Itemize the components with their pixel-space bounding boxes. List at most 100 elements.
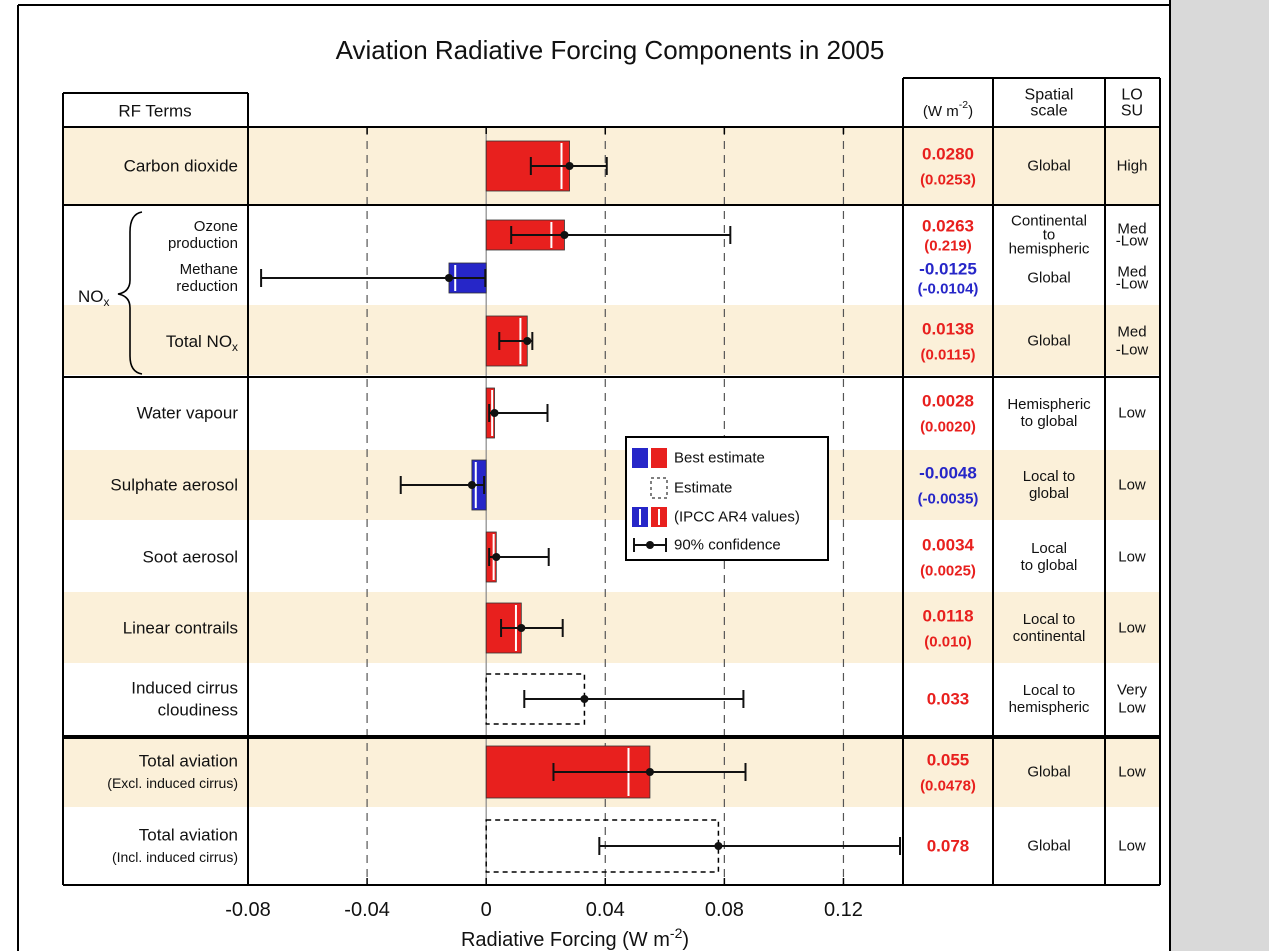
- row-label: Total NOx: [166, 332, 238, 355]
- legend-swatch: [632, 448, 648, 468]
- spatial-scale: Global: [1027, 158, 1070, 175]
- losu: Low: [1118, 549, 1146, 566]
- spatial-scale: Local to: [1023, 468, 1076, 485]
- row-label: Linear contrails: [123, 619, 238, 638]
- text-part: NO: [78, 287, 104, 306]
- point: [492, 553, 501, 561]
- value-label: 0.033: [927, 690, 970, 709]
- ar4-label: (0.0478): [920, 778, 976, 795]
- row-label: Sulphate aerosol: [110, 476, 238, 495]
- spatial-scale: Global: [1027, 270, 1070, 287]
- legend-label: Best estimate: [674, 450, 765, 467]
- ar4-label: (0.0025): [920, 563, 976, 580]
- point: [565, 162, 574, 170]
- losu: -Low: [1116, 233, 1149, 250]
- spatial-scale: hemispheric: [1009, 699, 1090, 716]
- ar4-label: (0.0115): [920, 347, 975, 364]
- value-label: 0.0034: [922, 536, 975, 555]
- legend-swatch: [650, 477, 668, 499]
- row-label: (Excl. induced cirrus): [107, 775, 238, 791]
- spatial-scale: Global: [1027, 333, 1070, 350]
- spatial-scale: Local to: [1023, 611, 1076, 628]
- estimate-bar: [485, 819, 720, 873]
- row-band: [63, 305, 1160, 375]
- losu: Med: [1117, 221, 1146, 238]
- row-label: (Incl. induced cirrus): [112, 849, 238, 865]
- side-panel: [1170, 0, 1269, 951]
- group-label: NOx: [78, 287, 110, 310]
- spatial-scale: to: [1043, 227, 1056, 244]
- row-label: Total aviation: [139, 752, 238, 771]
- point: [560, 231, 569, 239]
- x-axis-label: Radiative Forcing (W m-2): [461, 925, 689, 951]
- losu: -Low: [1116, 276, 1149, 293]
- ar4-label: (0.219): [924, 238, 972, 255]
- point: [517, 624, 526, 632]
- text-part: -2: [959, 99, 968, 111]
- text-part: Total NO: [166, 332, 232, 351]
- value-label: -0.0048: [919, 464, 977, 483]
- ar4-label: (0.0253): [920, 172, 976, 189]
- legend-label: (IPCC AR4 values): [674, 509, 800, 526]
- text-part: x: [232, 340, 238, 354]
- value-label: 0.0280: [922, 145, 974, 164]
- brace: [117, 211, 143, 375]
- x-tick-label: 0.04: [586, 899, 625, 921]
- spatial-scale: hemispheric: [1009, 241, 1090, 258]
- spatial-scale: to global: [1021, 413, 1078, 430]
- row-label: reduction: [176, 278, 238, 295]
- value-label: 0.0263: [922, 217, 974, 236]
- losu: Very: [1117, 682, 1148, 699]
- point: [645, 768, 654, 776]
- row-label: Water vapour: [137, 404, 239, 423]
- legend-label: 90% confidence: [674, 537, 781, 554]
- losu: Low: [1118, 477, 1146, 494]
- row-band: [63, 450, 1160, 520]
- value-label: 0.0118: [922, 607, 973, 626]
- legend-label: Estimate: [674, 480, 732, 497]
- point: [467, 481, 476, 489]
- header: RF Terms: [118, 102, 191, 121]
- x-tick-label: -0.08: [225, 899, 271, 921]
- estimate-bar: [485, 673, 586, 725]
- spatial-scale: Local: [1031, 540, 1067, 557]
- legend-swatch: [651, 448, 667, 468]
- x-tick-label: 0.08: [705, 899, 744, 921]
- losu: High: [1117, 158, 1148, 175]
- legend-swatch: [646, 541, 654, 549]
- value-label: 0.078: [927, 837, 970, 856]
- text-part: ): [682, 929, 689, 951]
- value-label: 0.0138: [922, 320, 974, 339]
- value-label: 0.0028: [922, 392, 974, 411]
- point: [444, 274, 453, 282]
- row-label: Ozone: [194, 218, 238, 235]
- losu: -Low: [1116, 342, 1149, 359]
- spatial-scale: continental: [1013, 628, 1086, 645]
- spatial-scale: Global: [1027, 838, 1070, 855]
- ar4-label: (0.010): [924, 634, 972, 651]
- value-label: 0.055: [927, 751, 970, 770]
- losu: Low: [1118, 700, 1146, 717]
- text-part: ): [968, 103, 973, 120]
- row-label: Total aviation: [139, 826, 238, 845]
- header: Spatial: [1025, 87, 1074, 104]
- x-tick-label: 0: [481, 899, 492, 921]
- losu: Low: [1118, 838, 1146, 855]
- ar4-label: (0.0020): [920, 419, 976, 436]
- losu: Low: [1118, 764, 1146, 781]
- point: [490, 409, 499, 417]
- losu: Low: [1118, 620, 1146, 637]
- spatial-scale: to global: [1021, 557, 1078, 574]
- losu: Med: [1117, 264, 1146, 281]
- row-label: cloudiness: [158, 701, 238, 720]
- text-part: -2: [670, 925, 683, 941]
- losu: Med: [1117, 324, 1146, 341]
- header: (W m-2): [923, 99, 973, 120]
- row-label: production: [168, 235, 238, 252]
- spatial-scale: Continental: [1011, 213, 1087, 230]
- ar4-label: (-0.0104): [918, 281, 979, 298]
- point: [714, 842, 723, 850]
- point: [580, 695, 589, 703]
